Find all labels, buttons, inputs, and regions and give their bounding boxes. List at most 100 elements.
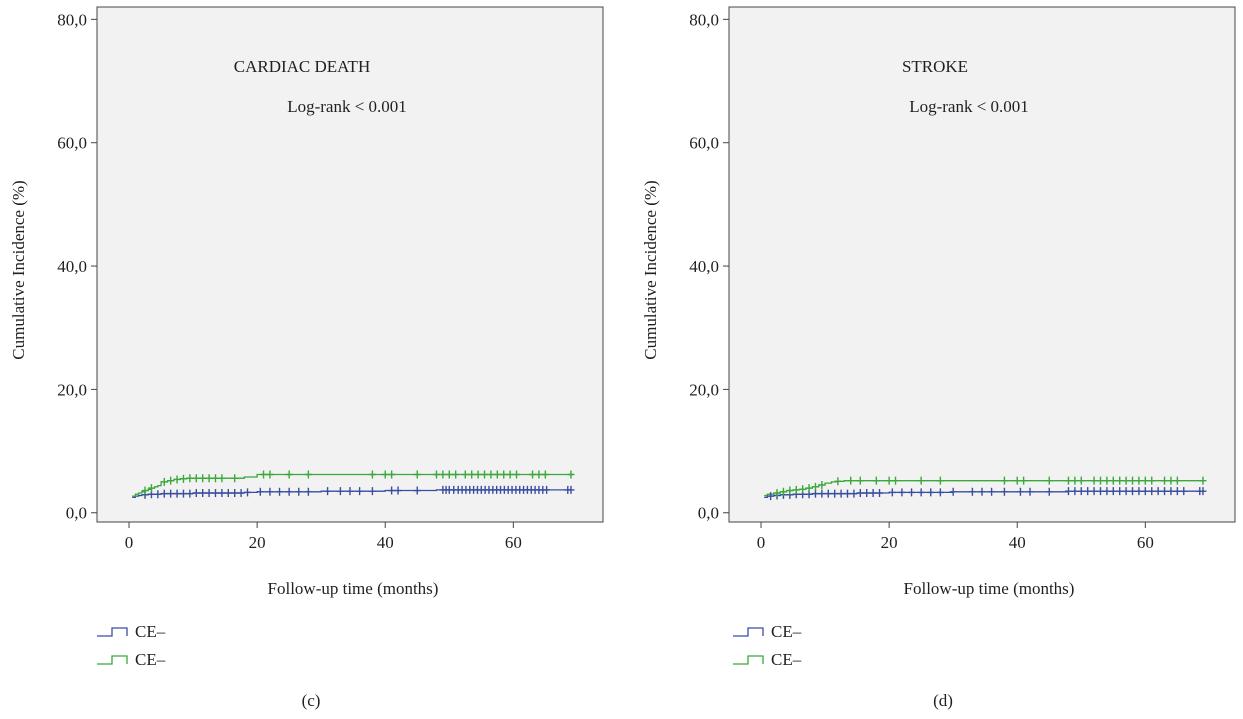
legend-swatch-blue xyxy=(97,627,128,637)
censor-mark xyxy=(949,487,957,496)
censor-mark xyxy=(199,489,207,498)
censor-mark xyxy=(1077,476,1085,485)
censor-mark xyxy=(1064,476,1072,485)
censor-mark xyxy=(266,470,274,479)
censor-mark xyxy=(843,489,851,498)
x-tick-label: 40 xyxy=(377,533,394,552)
censor-mark xyxy=(529,470,537,479)
censor-mark xyxy=(218,489,226,498)
chart-panel-c: 0,0 20,0 40,0 60,0 80,0 0 20 40 60 CARDIAC DEAT… xyxy=(0,0,621,714)
censor-mark xyxy=(513,470,521,479)
censor-mark xyxy=(869,489,877,498)
censor-mark xyxy=(500,470,508,479)
censor-mark xyxy=(786,486,794,495)
censor-mark xyxy=(154,490,162,499)
y-tick-label: 40,0 xyxy=(689,257,719,276)
km-chart-c: 0,0 20,0 40,0 60,0 80,0 0 20 40 60 CARDIAC DEAT… xyxy=(9,6,604,710)
censor-mark xyxy=(1122,487,1130,496)
censor-mark xyxy=(1167,487,1175,496)
censor-mark xyxy=(1103,487,1111,496)
censor-mark xyxy=(199,474,207,483)
censor-mark xyxy=(1045,476,1053,485)
censor-mark xyxy=(368,487,376,496)
censor-mark xyxy=(541,470,549,479)
legend-swatch-green xyxy=(97,655,128,665)
censor-mark xyxy=(1077,487,1085,496)
censor-mark xyxy=(831,489,839,498)
censor-mark xyxy=(1135,487,1143,496)
x-tick-label: 40 xyxy=(1009,533,1026,552)
censor-mark xyxy=(218,474,226,483)
censor-mark xyxy=(885,476,893,485)
censor-mark xyxy=(847,476,855,485)
censor-mark xyxy=(872,476,880,485)
censor-mark xyxy=(173,489,181,498)
censor-mark xyxy=(260,470,268,479)
plot-area xyxy=(96,6,604,523)
censor-mark xyxy=(936,488,944,497)
legend-swatch-green xyxy=(733,655,764,665)
censor-mark xyxy=(856,476,864,485)
x-axis-title: Follow-up time (months) xyxy=(904,579,1075,598)
censor-mark xyxy=(1000,476,1008,485)
censor-mark xyxy=(439,470,447,479)
censor-mark xyxy=(1141,487,1149,496)
plot-area xyxy=(728,6,1236,523)
legend-swatch-blue xyxy=(733,627,764,637)
x-tick-label: 60 xyxy=(505,533,522,552)
y-tick-label: 20,0 xyxy=(57,380,87,399)
censor-mark xyxy=(1096,487,1104,496)
censor-mark xyxy=(394,486,402,495)
censor-mark xyxy=(850,489,858,498)
censor-mark xyxy=(304,470,312,479)
censor-mark xyxy=(1173,476,1181,485)
panel-label: (c) xyxy=(302,691,321,710)
censor-mark xyxy=(167,489,175,498)
censor-mark xyxy=(192,489,200,498)
y-tick-label: 0,0 xyxy=(698,504,719,523)
censor-mark xyxy=(336,487,344,496)
censor-mark xyxy=(1013,476,1021,485)
y-tick-label: 60,0 xyxy=(57,134,87,153)
chart-panel-d: 0,0 20,0 40,0 60,0 80,0 0 20 40 60 STROKE Log-r… xyxy=(632,0,1243,714)
censor-mark xyxy=(461,470,469,479)
censor-mark xyxy=(1071,487,1079,496)
censor-mark xyxy=(543,485,551,494)
censor-mark xyxy=(413,470,421,479)
censor-mark xyxy=(834,477,842,486)
y-tick-label: 20,0 xyxy=(689,380,719,399)
y-tick-label: 60,0 xyxy=(689,134,719,153)
legend-label-blue: CE– xyxy=(771,622,802,641)
censor-mark xyxy=(381,470,389,479)
y-tick-label: 0,0 xyxy=(66,504,87,523)
x-axis-title: Follow-up time (months) xyxy=(268,579,439,598)
censor-mark xyxy=(863,489,871,498)
censor-mark xyxy=(295,487,303,496)
censor-mark xyxy=(304,487,312,496)
censor-marks xyxy=(141,470,575,499)
censor-mark xyxy=(167,476,175,485)
censor-mark xyxy=(1090,476,1098,485)
censor-mark xyxy=(468,470,476,479)
censor-mark xyxy=(978,487,986,496)
y-axis-title: Cumulative Incidence (%) xyxy=(9,180,28,359)
censor-mark xyxy=(888,488,896,497)
censor-mark xyxy=(186,474,194,483)
censor-mark xyxy=(224,489,232,498)
censor-mark xyxy=(1154,487,1162,496)
censor-mark xyxy=(1084,487,1092,496)
censor-mark xyxy=(141,486,149,495)
censor-mark xyxy=(211,489,219,498)
censor-mark xyxy=(818,489,826,498)
censor-mark xyxy=(1071,476,1079,485)
legend-label-green: CE– xyxy=(135,650,166,669)
censor-mark xyxy=(917,476,925,485)
x-tick-label: 20 xyxy=(881,533,898,552)
y-axis: 0,0 20,0 40,0 60,0 80,0 xyxy=(57,10,97,523)
censor-mark xyxy=(1129,476,1137,485)
y-tick-label: 80,0 xyxy=(57,10,87,29)
censor-mark xyxy=(1000,487,1008,496)
censor-mark xyxy=(1199,476,1207,485)
censor-mark xyxy=(1161,476,1169,485)
legend-label-green: CE– xyxy=(771,650,802,669)
